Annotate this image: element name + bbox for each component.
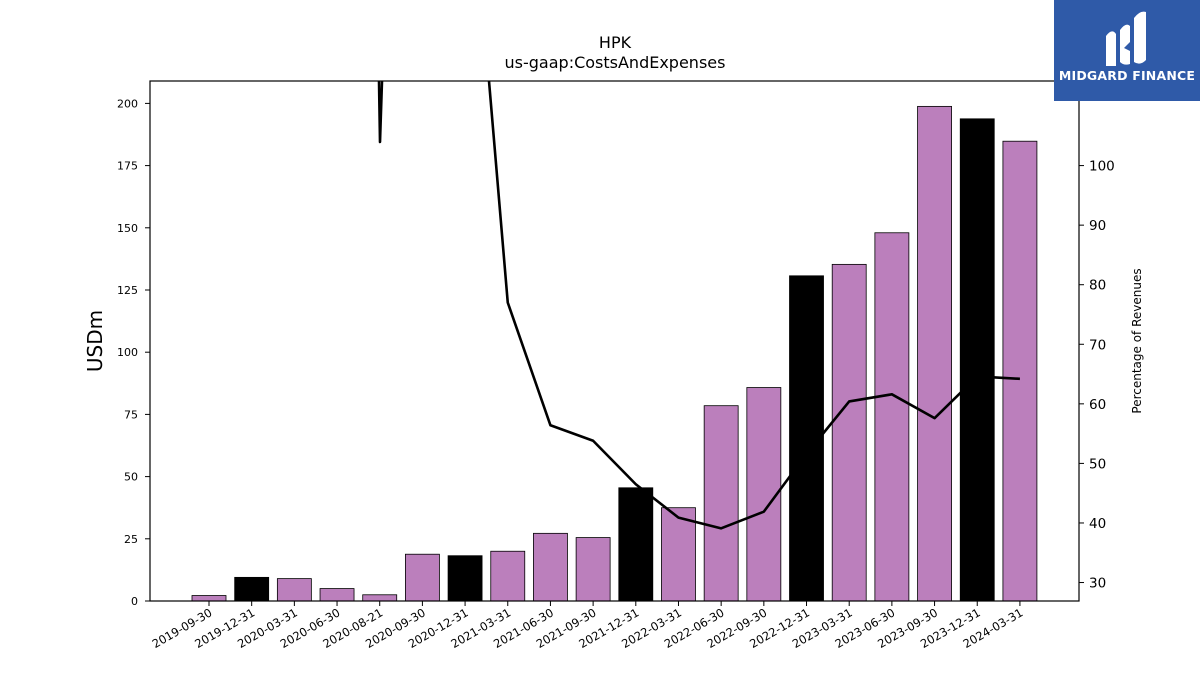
bar [533,532,568,602]
bar [490,550,526,602]
y-tick-label: 200 [117,97,138,110]
right-axis-ticks: 30 40 50 60 70 80 90 100 [1079,159,1115,592]
bar [661,507,696,602]
y-tick-label: 125 [117,284,138,297]
y2-tick-label: 70 [1089,337,1106,353]
bar [831,263,867,602]
y2-axis-label: Percentage of Revenues [1130,268,1144,413]
bar [575,537,611,602]
bar [319,588,355,602]
bar [874,232,910,602]
chart-title: HPK [599,33,632,52]
left-axis-ticks: 0 25 50 75 100 125 150 175 200 [117,97,150,608]
y-tick-label: 25 [124,533,138,546]
bar [1002,140,1038,602]
y2-tick-label: 40 [1089,516,1106,532]
bar [276,578,312,602]
y-tick-label: 75 [124,408,138,421]
y2-tick-label: 90 [1089,218,1106,234]
midgard-finance-logo: MIDGARD FINANCE [1054,0,1200,101]
bar [959,118,995,602]
y2-tick-label: 30 [1089,576,1106,592]
percentage-of-revenues-line [377,80,1020,530]
y2-tick-label: 50 [1089,456,1106,472]
bar [703,405,739,602]
bar [362,594,398,602]
y-tick-label: 150 [117,222,138,235]
bar [404,553,440,602]
y2-tick-label: 60 [1089,397,1106,413]
bars-layer [191,105,1038,602]
y-tick-label: 100 [117,346,138,359]
chart-subtitle: us-gaap:CostsAndExpenses [505,53,726,72]
y2-tick-label: 100 [1089,159,1115,175]
plot-frame [149,80,1080,602]
logo-mark-icon [1106,11,1146,66]
bar [234,576,270,602]
y-axis-label: USDm [83,310,107,372]
brand-name: MIDGARD FINANCE [1058,68,1196,83]
bar [447,555,483,602]
bar [618,487,654,602]
y-tick-label: 0 [131,595,138,608]
x-axis-ticks: 2019-09-302019-12-312020-03-312020-06-30… [150,601,1025,651]
y-tick-label: 50 [124,471,138,484]
bar [191,595,227,602]
bar [917,105,952,602]
y2-tick-label: 80 [1089,278,1106,294]
y-tick-label: 175 [117,160,138,173]
